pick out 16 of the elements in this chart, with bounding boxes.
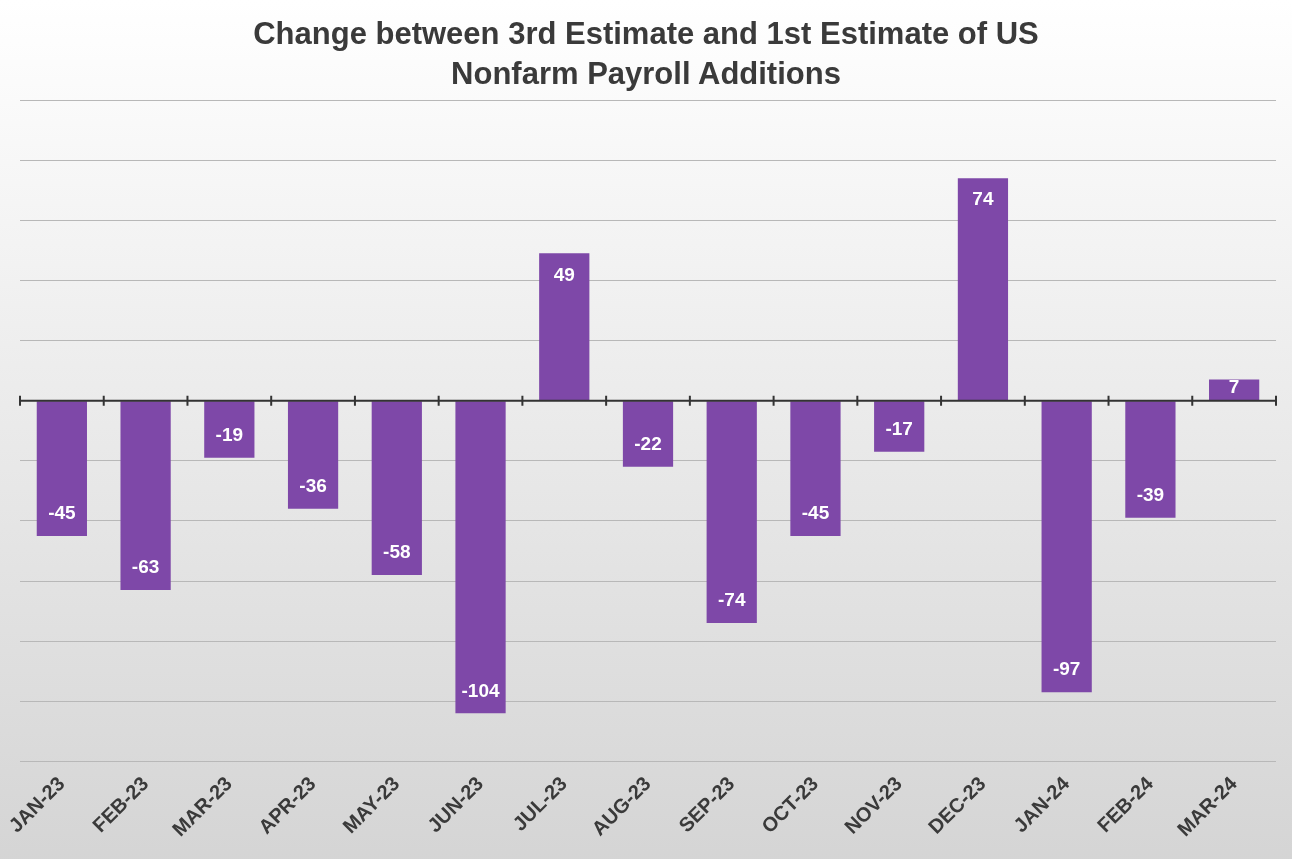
data-label: -97 bbox=[1052, 658, 1081, 680]
data-label: 7 bbox=[1228, 376, 1240, 398]
data-label: -45 bbox=[48, 502, 77, 524]
data-label: -74 bbox=[718, 589, 746, 611]
data-label: 49 bbox=[553, 263, 575, 285]
data-label: 74 bbox=[972, 188, 994, 210]
data-label: -39 bbox=[1136, 484, 1165, 506]
data-label: -17 bbox=[885, 417, 913, 439]
data-label: -36 bbox=[299, 475, 327, 497]
chart-title: Change between 3rd Estimate and 1st Estimate of US Nonfarm Payroll Additions bbox=[252, 15, 1040, 93]
data-label: -22 bbox=[634, 433, 662, 454]
data-label: -45 bbox=[801, 502, 830, 524]
data-label: -58 bbox=[383, 541, 411, 563]
data-label: -63 bbox=[131, 556, 160, 578]
data-label: -19 bbox=[215, 423, 244, 445]
data-label: -104 bbox=[461, 679, 500, 701]
